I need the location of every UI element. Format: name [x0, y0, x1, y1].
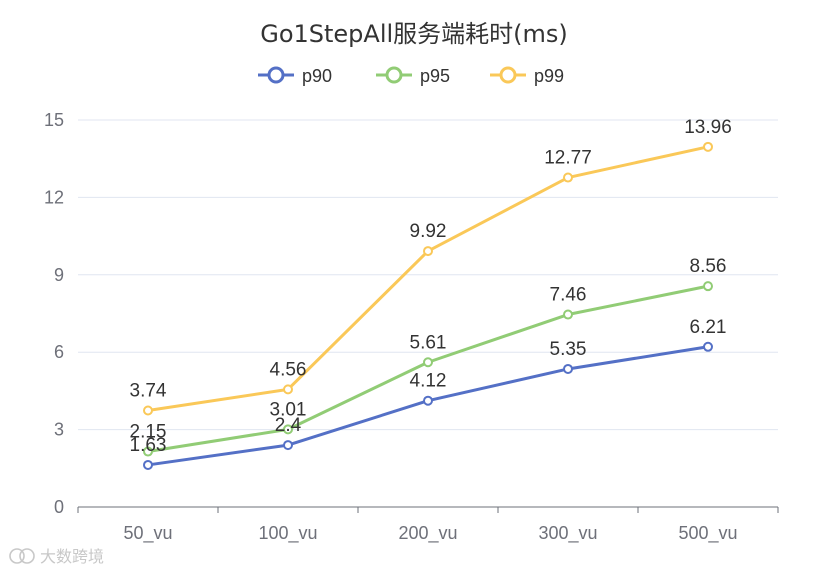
- data-point-p90[interactable]: [703, 341, 713, 352]
- data-label-p99: 12.77: [544, 148, 592, 169]
- y-tick-label: 3: [54, 420, 64, 440]
- legend-marker-icon: [499, 66, 517, 84]
- data-label-p90: 2.4: [275, 415, 302, 436]
- data-label-p90: 5.35: [550, 339, 587, 360]
- data-point-p90[interactable]: [283, 440, 293, 451]
- legend-item-p95[interactable]: p95: [376, 66, 450, 86]
- x-tick-label: 500_vu: [678, 523, 737, 544]
- data-point-p99[interactable]: [563, 172, 573, 183]
- y-tick-label: 12: [44, 187, 64, 207]
- data-point-p99[interactable]: [423, 246, 433, 257]
- data-point-p95[interactable]: [143, 446, 153, 457]
- data-label-p90: 6.21: [690, 317, 727, 338]
- data-label-p90: 1.63: [130, 435, 167, 456]
- data-point-p90[interactable]: [143, 459, 153, 470]
- legend[interactable]: p90 p95 p99: [258, 66, 564, 86]
- watermark: 大数跨境: [9, 547, 104, 566]
- chart-title: Go1StepAll服务端耗时(ms): [260, 20, 568, 48]
- axes: 0 3 6 9 12 15 50_vu 100_vu 200_vu 300_vu 500_vu: [44, 110, 779, 544]
- legend-item-p90[interactable]: p90: [258, 66, 332, 86]
- legend-marker-icon: [385, 66, 403, 84]
- legend-label: p90: [302, 66, 332, 86]
- y-tick-label: 9: [54, 265, 64, 285]
- y-tick-label: 0: [54, 497, 64, 517]
- data-point-p90[interactable]: [563, 363, 573, 374]
- data-label-p95: 5.61: [410, 332, 447, 353]
- data-label-p95: 7.46: [550, 285, 587, 306]
- data-point-p95[interactable]: [283, 424, 293, 435]
- data-point-p95[interactable]: [703, 281, 713, 292]
- data-label-p90: 4.12: [410, 371, 447, 392]
- watermark-text: 大数跨境: [40, 547, 104, 566]
- data-label-p95: 3.01: [270, 399, 307, 420]
- data-point-p99[interactable]: [283, 384, 293, 395]
- legend-marker-icon: [267, 66, 285, 84]
- data-point-p99[interactable]: [703, 141, 713, 152]
- data-label-p99: 9.92: [410, 221, 447, 242]
- data-point-p95[interactable]: [423, 357, 433, 368]
- legend-label: p95: [420, 66, 450, 86]
- x-tick-label: 300_vu: [538, 523, 597, 544]
- series-layer: [143, 141, 713, 470]
- data-point-p90[interactable]: [423, 395, 433, 406]
- legend-label: p99: [534, 66, 564, 86]
- logo-icon: [9, 548, 35, 564]
- x-tick-label: 200_vu: [398, 523, 457, 544]
- x-tick-label: 100_vu: [258, 523, 317, 544]
- data-label-p95: 8.56: [690, 256, 727, 277]
- legend-item-p99[interactable]: p99: [490, 66, 564, 86]
- y-tick-label: 15: [44, 110, 64, 130]
- y-tick-label: 6: [54, 342, 64, 362]
- data-label-p99: 13.96: [684, 117, 732, 138]
- series-line-p95: [147, 284, 709, 454]
- data-point-p99[interactable]: [143, 405, 153, 416]
- data-label-p99: 3.74: [130, 381, 167, 402]
- grid: [78, 119, 778, 431]
- x-tick-label: 50_vu: [123, 523, 172, 544]
- data-label-p95: 2.15: [130, 422, 167, 443]
- data-point-p95[interactable]: [563, 309, 573, 320]
- data-label-p99: 4.56: [270, 359, 307, 380]
- data-labels: 1.63 2.4 4.12 5.35 6.21 2.15 3.01 5.61 7.46 8.56 3…: [130, 117, 732, 456]
